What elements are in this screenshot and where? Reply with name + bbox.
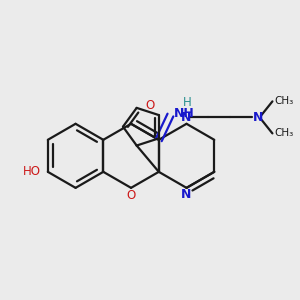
Text: O: O [145,99,154,112]
Text: O: O [126,189,136,202]
Text: HO: HO [23,165,41,178]
Text: H: H [183,96,192,109]
Text: NH: NH [174,106,195,119]
Text: N: N [181,111,192,124]
Text: CH₃: CH₃ [275,96,294,106]
Text: N: N [253,111,263,124]
Text: N: N [181,188,192,201]
Text: CH₃: CH₃ [275,128,294,138]
